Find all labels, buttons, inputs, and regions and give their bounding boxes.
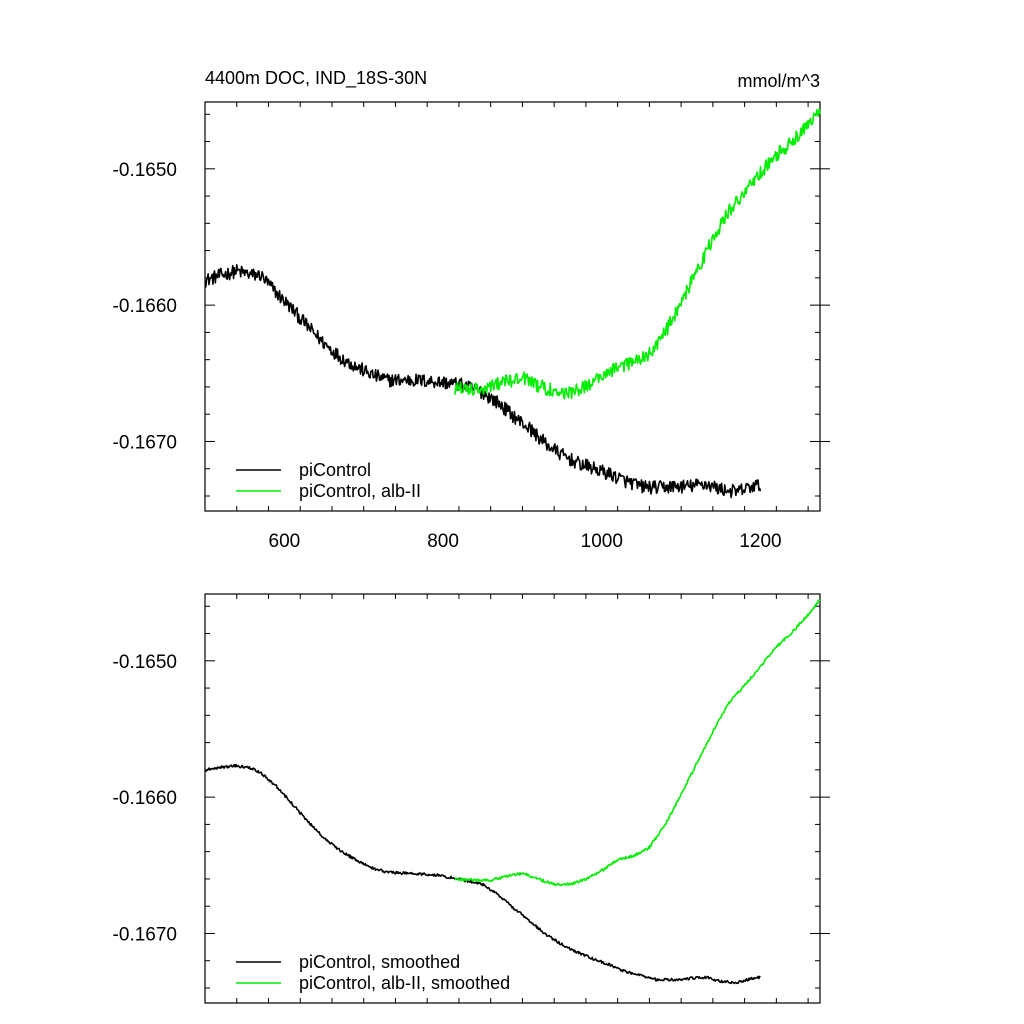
series-line-1 [204,264,762,499]
top-plot-area: 600 800 1000 1200 -0.1650 -0.1660 -0.1670 piCon… [113,101,830,552]
units-label: mmol/m^3 [738,71,820,91]
y-tick-label: -0.1660 [113,296,177,317]
x-tick-label: 1000 [581,531,623,552]
bottom-plot-area: -0.1650 -0.1660 -0.1670 piControl, smoothed… [113,593,830,1004]
legend-label-2: piControl, alb-II, smoothed [299,973,510,993]
series-line-2 [454,108,821,400]
x-tick-label: 1200 [739,531,781,552]
legend-label-1: piControl [299,460,371,480]
y-tick-label: -0.1670 [113,432,177,453]
series-line-1 [204,763,761,985]
y-tick-label: -0.1650 [113,160,177,181]
top-panel: 4400m DOC, IND_18S-30N mmol/m^3 600 800 10… [113,68,830,552]
y-tick-label: -0.1660 [113,788,177,809]
legend-label-2: piControl, alb-II [299,481,421,501]
y-tick-label: -0.1650 [113,652,177,673]
plot-frame [204,593,821,1004]
chart-title: 4400m DOC, IND_18S-30N [205,68,427,89]
x-tick-label: 600 [269,531,301,552]
x-tick-label: 800 [427,531,459,552]
bottom-panel: -0.1650 -0.1660 -0.1670 piControl, smoothed… [113,593,830,1004]
legend-label-1: piControl, smoothed [299,952,460,972]
y-tick-label: -0.1670 [113,924,177,945]
series-line-2 [454,599,821,887]
plot-frame [204,101,821,512]
